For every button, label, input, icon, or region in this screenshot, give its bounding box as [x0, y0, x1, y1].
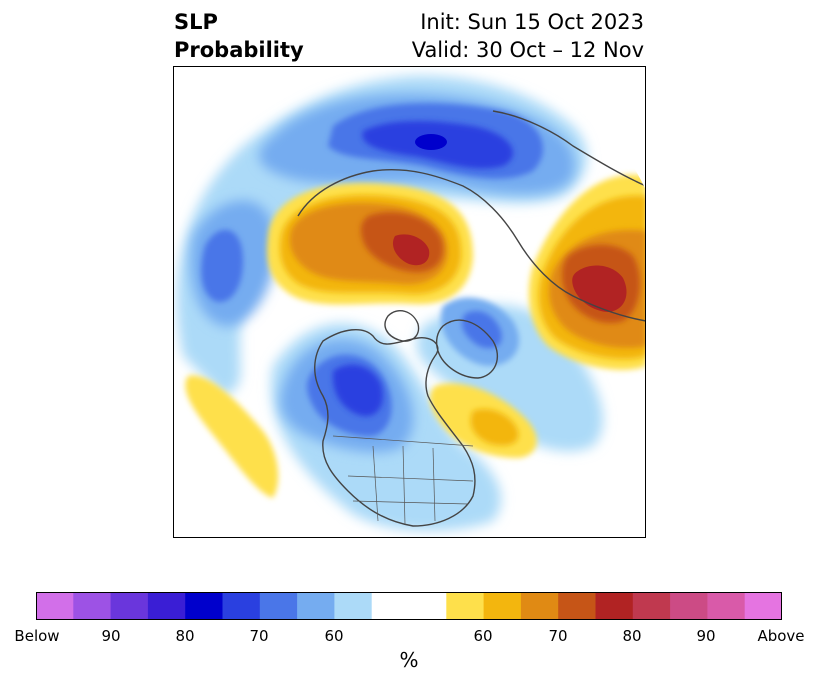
- colorbar-frame: [36, 592, 782, 620]
- colorbar-tick-below: Below: [14, 627, 60, 645]
- colorbar-unit-label: %: [399, 648, 419, 672]
- above-region-california-coast: [185, 375, 279, 498]
- colorbar-tick-above-90: 90: [696, 627, 716, 645]
- above-region-europe-core: [572, 265, 627, 312]
- below-region-pacific-low-core: [201, 229, 243, 302]
- colorbar-cell-above-7: [707, 592, 746, 620]
- colorbar-cell-below-6: [259, 592, 298, 620]
- title-product: Probability: [174, 38, 304, 62]
- colorbar-cell-below-3: [147, 592, 186, 620]
- coastline-arctic-islands: [384, 310, 420, 342]
- title-right: Init: Sun 15 Oct 2023 Valid: 30 Oct – 12…: [412, 8, 644, 64]
- colorbar-cell-above-8: [744, 592, 782, 620]
- colorbar-cell-below-4: [185, 592, 223, 620]
- colorbar-tick-below-60: 60: [324, 627, 344, 645]
- state-borders: [332, 435, 474, 525]
- colorbar-cell-above-4: [595, 592, 634, 620]
- colorbar-cell-above-6: [670, 592, 708, 620]
- above-region-siberia-core: [392, 234, 430, 266]
- colorbar-cells: [36, 592, 782, 620]
- colorbar-cell-neutral: [371, 592, 447, 620]
- colorbar-cell-above-2: [520, 592, 559, 620]
- map-frame: [173, 66, 646, 538]
- border-parallel-b: [352, 500, 469, 505]
- below-region-west-canada-core: [332, 364, 383, 417]
- border-meridian-a: [372, 445, 379, 522]
- colorbar-cell-below-7: [297, 592, 335, 620]
- colorbar-tick-below-70: 70: [249, 627, 269, 645]
- valid-range: Valid: 30 Oct – 12 Nov: [411, 38, 644, 62]
- probability-shading: [176, 75, 646, 531]
- colorbar-cell-above-3: [558, 592, 596, 620]
- colorbar-cell-below-0: [36, 592, 74, 620]
- colorbar-tick-above: Above: [757, 627, 805, 645]
- colorbar-cell-above-1: [483, 592, 522, 620]
- coastline-eurasia: [297, 110, 646, 322]
- colorbar-cell-above-0: [446, 592, 485, 620]
- colorbar-tick-above-70: 70: [548, 627, 568, 645]
- colorbar: [36, 592, 782, 620]
- border-parallel-a: [347, 475, 474, 482]
- above-region-newfoundland-core: [470, 408, 519, 446]
- title-variable: SLP: [174, 10, 218, 34]
- colorbar-cell-below-5: [222, 592, 261, 620]
- border-us-canada: [332, 435, 474, 447]
- colorbar-tick-below-80: 80: [175, 627, 195, 645]
- coastlines: [297, 110, 646, 527]
- coastline-north-america: [314, 329, 476, 527]
- colorbar-tick-below-90: 90: [101, 627, 121, 645]
- probability-map: [173, 66, 646, 538]
- colorbar-cell-above-5: [632, 592, 671, 620]
- below-region-arctic-peak: [415, 134, 447, 150]
- colorbar-cell-below-2: [110, 592, 149, 620]
- colorbar-cell-below-1: [73, 592, 112, 620]
- title-left: SLP Probability: [174, 8, 304, 64]
- border-meridian-b: [402, 445, 406, 525]
- init-date: Init: Sun 15 Oct 2023: [420, 10, 644, 34]
- colorbar-cell-below-8: [334, 592, 373, 620]
- border-meridian-c: [432, 447, 436, 522]
- colorbar-tick-above-60: 60: [473, 627, 493, 645]
- coastline-greenland: [435, 319, 498, 379]
- colorbar-tick-above-80: 80: [622, 627, 642, 645]
